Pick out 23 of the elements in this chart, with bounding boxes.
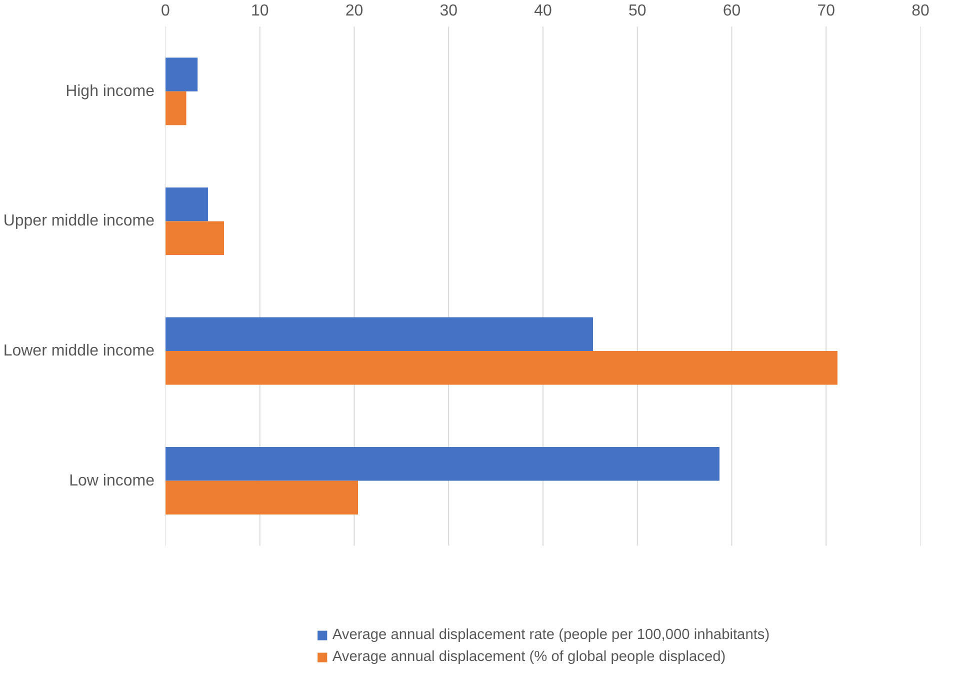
bar [166,91,186,126]
bar [166,447,720,481]
bar [166,480,358,515]
legend-label: Average annual displacement rate (people per 100,000 inhabitants) [332,627,770,643]
x-tick-label: 40 [534,2,552,20]
bar [166,187,208,222]
bar [166,351,838,385]
bar [166,317,594,351]
x-tick-label: 80 [912,2,930,20]
y-tick-label: Low income [69,472,155,490]
x-tick-label: 20 [345,2,364,20]
y-tick-label: Upper middle income [3,212,155,230]
x-tick-label: 0 [161,2,170,20]
y-tick-label: High income [66,82,155,100]
x-tick-label: 10 [250,2,269,20]
bar [166,58,198,92]
x-tick-label: 50 [628,2,646,20]
legend-label: Average annual displacement (% of global people displaced) [332,649,726,665]
x-tick-label: 60 [722,2,741,20]
x-tick-label: 70 [817,2,836,20]
bar [166,221,224,255]
x-tick-label: 30 [440,2,458,20]
y-tick-label: Lower middle income [3,342,155,360]
